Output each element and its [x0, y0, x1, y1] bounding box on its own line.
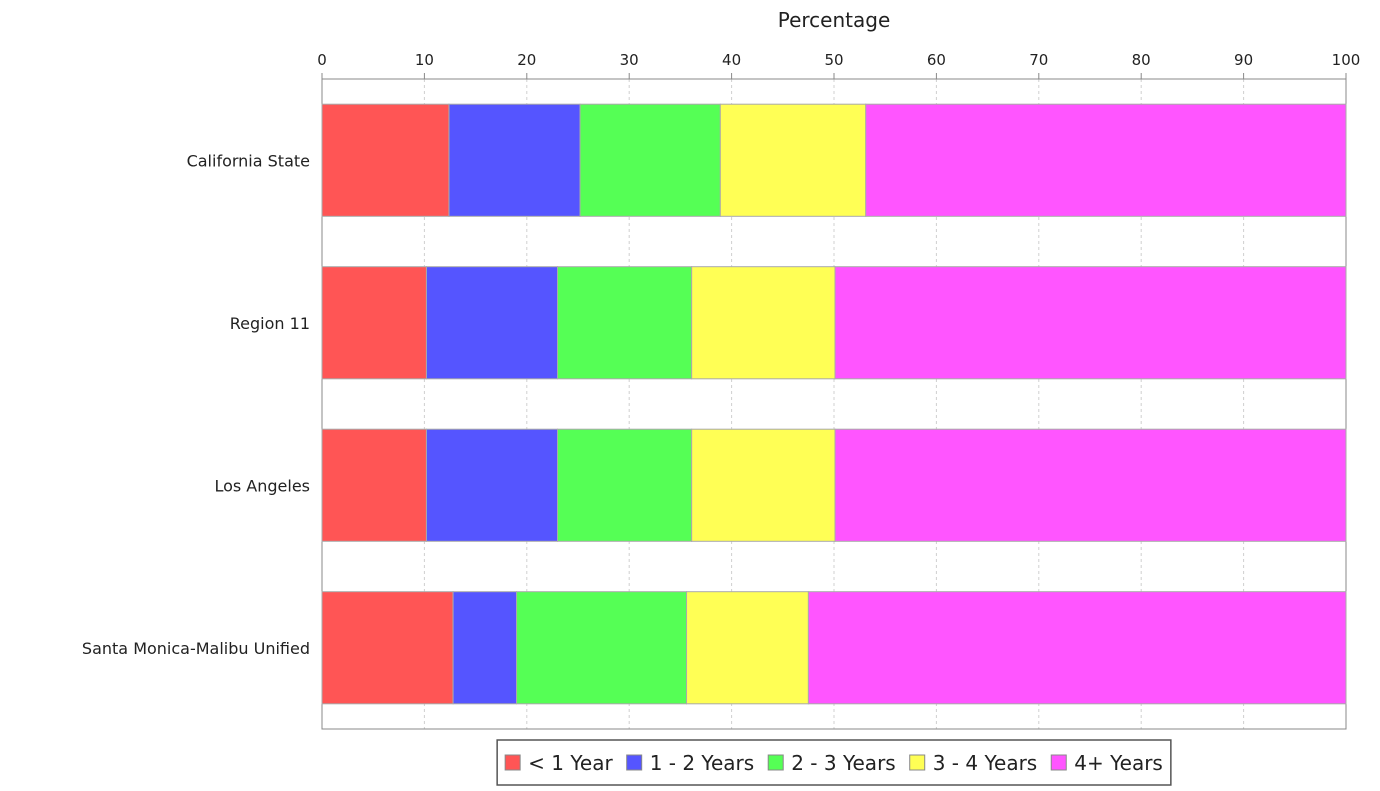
bar-segment [807, 591, 1347, 705]
legend-label: 4+ Years [1074, 751, 1163, 775]
legend-swatch [626, 754, 643, 771]
legend-item: 2 - 3 Years [767, 751, 896, 775]
legend-label: 1 - 2 Years [650, 751, 755, 775]
bar-segment [579, 103, 721, 217]
legend-item: 1 - 2 Years [626, 751, 755, 775]
x-tick-label: 80 [1132, 51, 1151, 69]
legend-label: 3 - 4 Years [933, 751, 1038, 775]
bar-segment [719, 103, 867, 217]
x-tick-label: 30 [620, 51, 639, 69]
legend-swatch [504, 754, 521, 771]
bar-segment [691, 428, 836, 542]
bar-segment [516, 591, 688, 705]
bar-segment [452, 591, 518, 705]
legend-item: < 1 Year [504, 751, 613, 775]
bar-segment [425, 428, 559, 542]
legend-swatch [909, 754, 926, 771]
x-axis-title: Percentage [778, 8, 891, 32]
bar-segment [321, 266, 427, 380]
category-label: Region 11 [230, 314, 310, 333]
bar-segment [691, 266, 836, 380]
legend-label: < 1 Year [528, 751, 613, 775]
legend-swatch [767, 754, 784, 771]
legend-label: 2 - 3 Years [791, 751, 896, 775]
bars [321, 103, 1347, 705]
category-label: California State [187, 151, 310, 170]
x-tick-label: 0 [317, 51, 327, 69]
bar-segment [834, 266, 1347, 380]
bar-segment [834, 428, 1347, 542]
bar-segment [865, 103, 1347, 217]
x-axis: 0 10 20 30 40 50 60 70 80 90 100 [317, 51, 1360, 79]
bar-segment [448, 103, 581, 217]
bar-segment [425, 266, 559, 380]
legend-item: 3 - 4 Years [909, 751, 1038, 775]
x-tick-label: 10 [415, 51, 434, 69]
bar-segment [686, 591, 809, 705]
bar-segment [321, 428, 427, 542]
x-tick-label: 100 [1332, 51, 1361, 69]
x-tick-label: 20 [517, 51, 536, 69]
x-tick-label: 40 [722, 51, 741, 69]
legend: < 1 Year 1 - 2 Years 2 - 3 Years 3 - 4 Year… [496, 739, 1172, 786]
category-label: Los Angeles [214, 476, 310, 495]
x-tick-label: 70 [1029, 51, 1048, 69]
bar-segment [557, 428, 693, 542]
category-label: Santa Monica-Malibu Unified [82, 639, 310, 658]
legend-item: 4+ Years [1050, 751, 1163, 775]
legend-swatch [1050, 754, 1067, 771]
category-labels: California State Region 11 Los Angeles Sant… [82, 151, 310, 658]
bar-segment [321, 103, 450, 217]
bar-segment [321, 591, 454, 705]
x-tick-label: 60 [927, 51, 946, 69]
x-tick-label: 90 [1234, 51, 1253, 69]
bar-segment [557, 266, 693, 380]
x-tick-label: 50 [824, 51, 843, 69]
